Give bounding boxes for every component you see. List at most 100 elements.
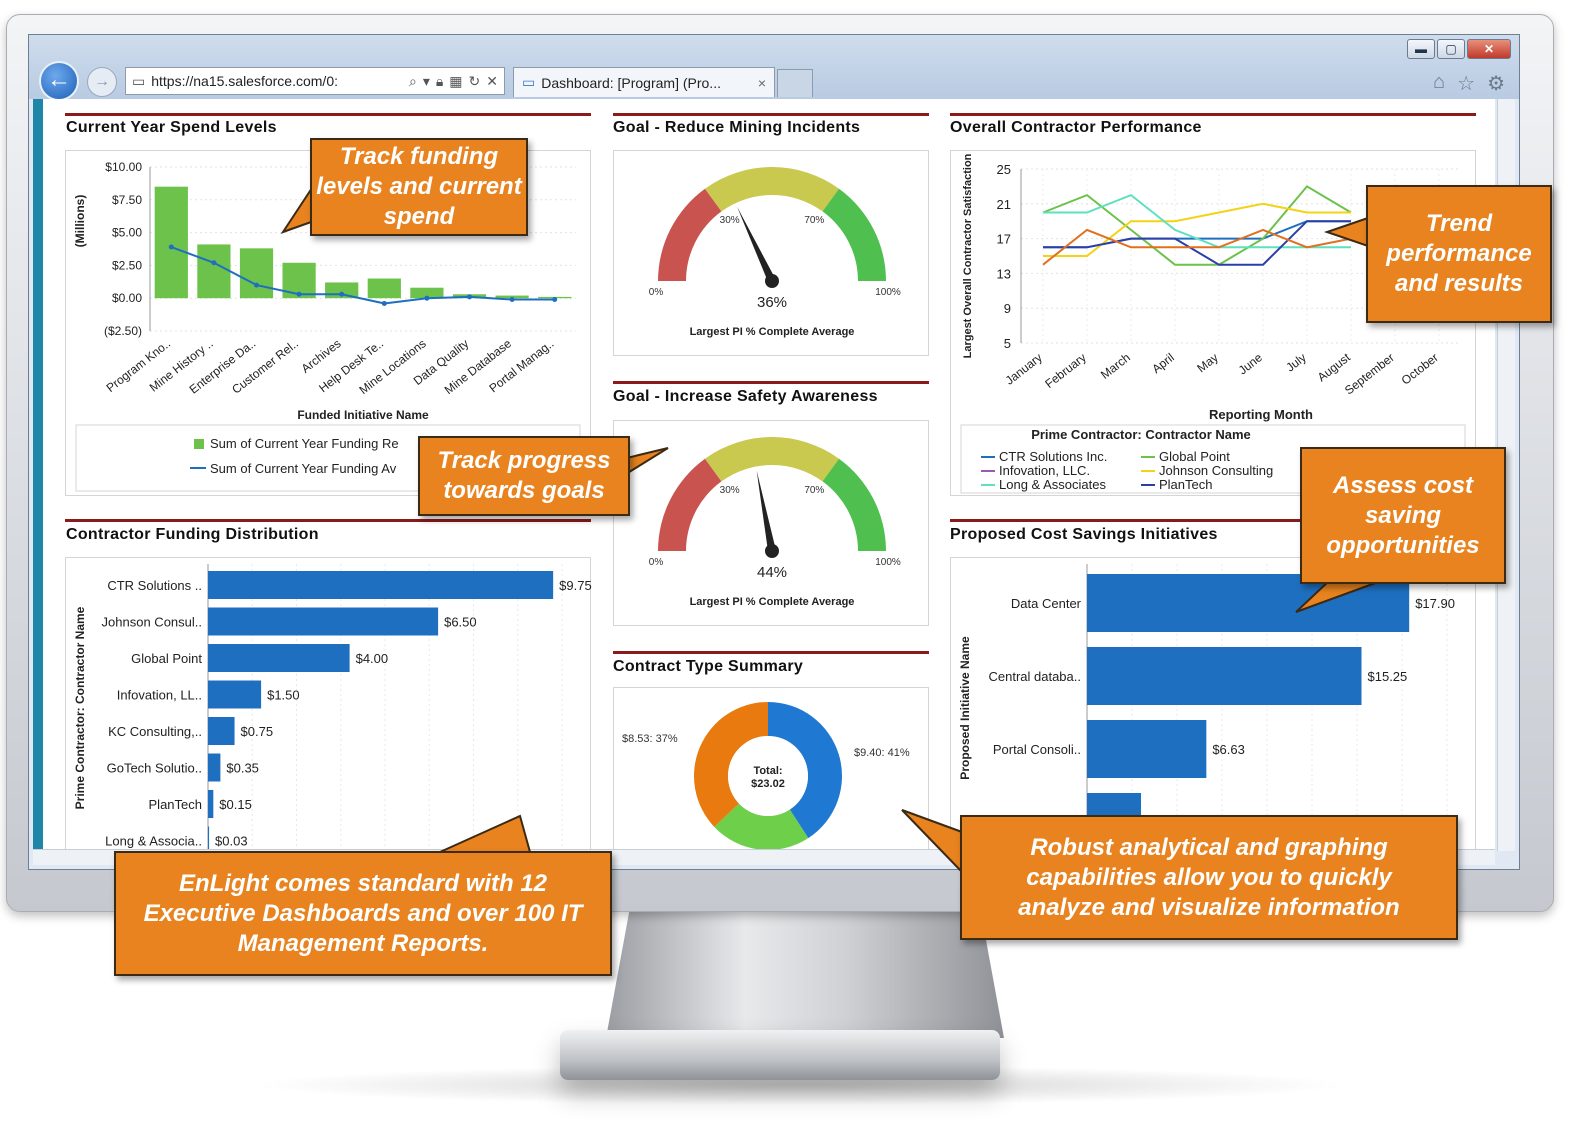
- panel-title-contract-type: Contract Type Summary: [613, 658, 804, 675]
- legend-label: PlanTech: [1159, 477, 1212, 492]
- spend-line-point: [424, 295, 430, 301]
- compat-view-icon[interactable]: ▦: [449, 72, 463, 89]
- donut-slice: [694, 702, 768, 827]
- y-tick-label: 13: [997, 266, 1011, 281]
- favorites-star-icon[interactable]: ☆: [1457, 73, 1476, 95]
- contract-pie-box: Total: $23.02 $9.40: 41% $8.53: 37%: [613, 687, 929, 851]
- gauge-band: [704, 167, 840, 212]
- gauge-tick-label: 70%: [804, 485, 824, 496]
- callout-enlight: EnLight comes standard with 12 Executive…: [114, 851, 612, 976]
- gauge-tick-label: 30%: [720, 215, 740, 226]
- spend-bar: [410, 287, 444, 299]
- legend-swatch: [194, 439, 204, 449]
- maximize-button[interactable]: ▢: [1437, 39, 1465, 59]
- dashboard-content: Current Year Spend Levels $10.00 $7.50 $5.…: [33, 99, 1495, 851]
- category-label: Global Point: [131, 651, 202, 666]
- gauge-hub: [765, 274, 779, 288]
- browser-tools: ⌂ ☆ ⚙: [1433, 71, 1505, 96]
- safety-gauge: 0% 30% 70% 100% 44% Largest PI % Complete Ave…: [649, 437, 901, 608]
- legend-label: CTR Solutions Inc.: [999, 449, 1107, 464]
- performance-chart-box: 25 21 17 13 9 5 January February March April May Ju…: [950, 150, 1476, 496]
- page-icon: ▭: [522, 74, 536, 90]
- gauge-tick-label: 70%: [804, 215, 824, 226]
- panel-rule: [65, 519, 591, 522]
- gauge-band: [658, 188, 722, 281]
- horizontal-bar: [1087, 647, 1362, 705]
- y-tick-label: 21: [997, 197, 1011, 212]
- address-bar[interactable]: ▭ https://na15.salesforce.com/0: ⌕ ▾ 🔒︎ …: [125, 67, 505, 95]
- panel-title-distribution: Contractor Funding Distribution: [66, 526, 319, 543]
- back-arrow-icon[interactable]: ←: [39, 61, 79, 101]
- donut-hole: [728, 736, 808, 816]
- value-label: $0.03: [215, 834, 248, 849]
- minimize-button[interactable]: ▬: [1407, 39, 1435, 59]
- forward-arrow-icon[interactable]: →: [87, 67, 117, 97]
- gauge-tick-label: 0%: [649, 287, 664, 298]
- y-tick-label: 9: [1004, 301, 1011, 316]
- value-label: $0.35: [226, 761, 259, 776]
- legend-label: Infovation, LLC.: [999, 463, 1090, 478]
- close-button[interactable]: ✕: [1467, 39, 1511, 59]
- horizontal-bar: [208, 607, 439, 636]
- panel-rule: [613, 651, 929, 654]
- legend-label: Long & Associates: [999, 477, 1106, 492]
- spend-line-point: [467, 294, 472, 300]
- search-icon[interactable]: ⌕: [408, 72, 417, 89]
- spend-bar: [154, 186, 188, 299]
- x-axis-title: Funded Initiative Name: [297, 408, 429, 422]
- spend-bar: [495, 295, 529, 299]
- category-label: Data Center: [1011, 596, 1082, 611]
- performance-series-line: [1043, 202, 1351, 257]
- spend-line-point: [509, 297, 515, 303]
- x-axis-title: Reporting Month: [1209, 407, 1313, 422]
- gauge-band: [704, 437, 840, 482]
- category-label: Infovation, LL..: [117, 688, 202, 703]
- callout-pointer-cost: [1295, 578, 1379, 613]
- new-tab-button[interactable]: [777, 69, 813, 97]
- horizontal-bar: [208, 717, 235, 745]
- horizontal-bar: [208, 680, 262, 709]
- category-label: CTR Solutions ..: [107, 578, 202, 593]
- performance-series-line: [1043, 220, 1351, 266]
- donut-slice: [714, 803, 809, 850]
- spend-line-point: [211, 260, 217, 266]
- home-icon[interactable]: ⌂: [1433, 71, 1446, 93]
- callout-cost: Assess cost saving opportunities: [1300, 447, 1506, 584]
- spend-line-point: [339, 291, 345, 297]
- gauge-tick-label: 100%: [875, 287, 901, 298]
- performance-series-line: [1042, 228, 1352, 266]
- performance-series-line: [1043, 193, 1351, 249]
- category-label: Central databa..: [988, 669, 1081, 684]
- gauge-needle: [756, 470, 776, 552]
- url-text[interactable]: https://na15.salesforce.com/0:: [151, 73, 338, 89]
- page-icon: ▭: [132, 72, 146, 89]
- callout-funding: Track funding levels and current spend: [310, 138, 528, 236]
- y-tick-label: 5: [1004, 336, 1011, 351]
- donut-slice-label: $8.53: 37%: [622, 733, 678, 745]
- value-label: $9.75: [559, 578, 592, 593]
- lock-icon[interactable]: 🔒︎: [435, 72, 444, 89]
- category-label: PlanTech: [149, 797, 202, 812]
- horizontal-bar: [208, 571, 554, 599]
- settings-gear-icon[interactable]: ⚙: [1487, 73, 1505, 95]
- horizontal-bar: [208, 644, 350, 672]
- y-axis-title: Prime Contractor: Contractor Name: [73, 606, 87, 809]
- safety-gauge-box: 0% 30% 70% 100% 44% Largest PI % Complete Ave…: [613, 420, 929, 626]
- tab-dashboard[interactable]: ▭ Dashboard: [Program] (Pro... ×: [513, 67, 775, 97]
- tab-label: Dashboard: [Program] (Pro...: [541, 74, 721, 91]
- dropdown-arrow-icon[interactable]: ▾: [422, 72, 430, 89]
- gauge-tick-label: 100%: [875, 557, 901, 568]
- stop-icon[interactable]: ✕: [486, 72, 498, 89]
- panel-rule: [950, 519, 1476, 522]
- panel-rule: [950, 113, 1476, 116]
- tab-close-icon[interactable]: ×: [757, 74, 766, 91]
- refresh-icon[interactable]: ↻: [468, 72, 481, 89]
- panel-title-performance: Overall Contractor Performance: [950, 119, 1202, 136]
- gauge-caption: Largest PI % Complete Average: [690, 596, 855, 608]
- savings-chart-box: Proposed Initiative Name Data Center $17.9…: [950, 557, 1476, 851]
- mining-gauge-box: 0% 30% 70% 100% 36% Largest PI % Complete Ave…: [613, 150, 929, 356]
- gauge-band: [658, 458, 722, 551]
- callout-pointer-robust: [901, 809, 963, 875]
- y-tick-label: 17: [997, 232, 1011, 247]
- value-label: $0.75: [241, 724, 274, 739]
